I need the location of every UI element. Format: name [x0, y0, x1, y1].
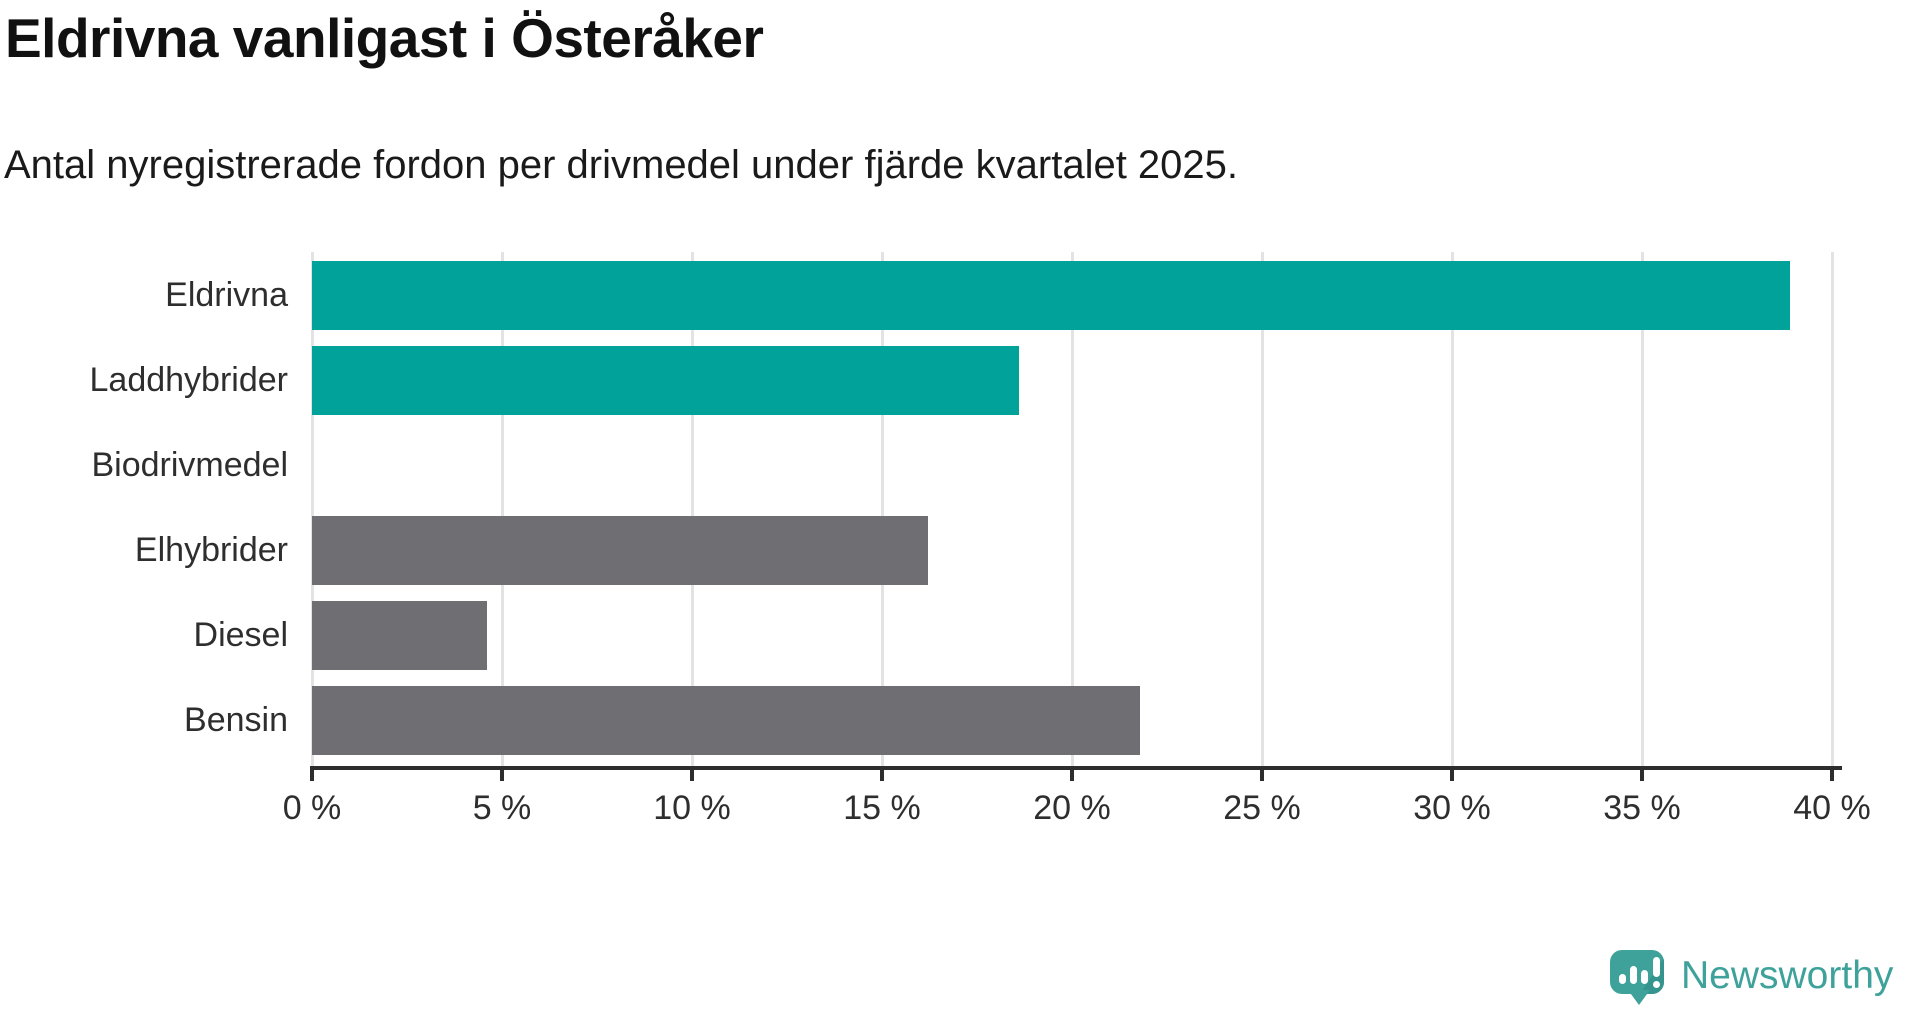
x-axis-tick [1260, 770, 1264, 781]
x-axis-tick-label: 35 % [1603, 789, 1681, 827]
gridline [690, 252, 694, 766]
x-axis-tick-label: 25 % [1223, 789, 1301, 827]
chart-title: Eldrivna vanligast i Österåker [5, 7, 764, 69]
x-axis-tick-label: 30 % [1413, 789, 1491, 827]
x-axis-tick [1640, 770, 1644, 781]
x-axis-tick-label: 40 % [1793, 789, 1871, 827]
x-axis-tick [690, 770, 694, 781]
x-axis-tick-label: 0 % [282, 789, 342, 827]
gridline [1260, 252, 1264, 766]
chart-subtitle: Antal nyregistrerade fordon per drivmede… [4, 143, 1239, 187]
y-axis-label: Bensin [184, 701, 288, 739]
x-axis-tick-label: 10 % [653, 789, 731, 827]
x-axis-tick-label: 20 % [1033, 789, 1111, 827]
x-axis-tick [500, 770, 504, 781]
y-axis-label: Biodrivmedel [91, 446, 288, 484]
y-axis-label: Elhybrider [134, 531, 288, 569]
gridline [1830, 252, 1834, 766]
y-axis-label: Eldrivna [165, 276, 288, 314]
newsworthy-speech-bubble-bar-chart-icon [1610, 948, 1664, 1006]
y-axis-label: Diesel [193, 616, 288, 654]
gridline [500, 252, 504, 766]
x-axis-tick [880, 770, 884, 781]
x-axis-tick [1830, 770, 1834, 781]
bar-eldrivna [312, 261, 1791, 330]
x-axis-tick [1070, 770, 1074, 781]
x-axis-tick-label: 5 % [472, 789, 532, 827]
x-axis-line [310, 766, 1842, 770]
x-axis-tick [310, 770, 314, 781]
gridline [310, 252, 314, 766]
y-axis-labels: Eldrivna Laddhybrider Biodrivmedel Elhybrid… [0, 252, 288, 766]
y-axis-label: Laddhybrider [89, 361, 288, 399]
x-axis-tick [1450, 770, 1454, 781]
bar-bensin [312, 686, 1141, 755]
bar-laddhybrider [312, 346, 1019, 415]
newsworthy-logo: Newsworthy [1610, 948, 1893, 1006]
bar-diesel [312, 601, 487, 670]
newsworthy-brand-name: Newsworthy [1681, 954, 1894, 997]
gridline [1070, 252, 1074, 766]
gridline [1450, 252, 1454, 766]
plot-area [310, 252, 1834, 766]
bar-elhybrider [312, 516, 928, 585]
x-axis-tick-label: 15 % [843, 789, 921, 827]
gridline [1640, 252, 1644, 766]
gridline [880, 252, 884, 766]
